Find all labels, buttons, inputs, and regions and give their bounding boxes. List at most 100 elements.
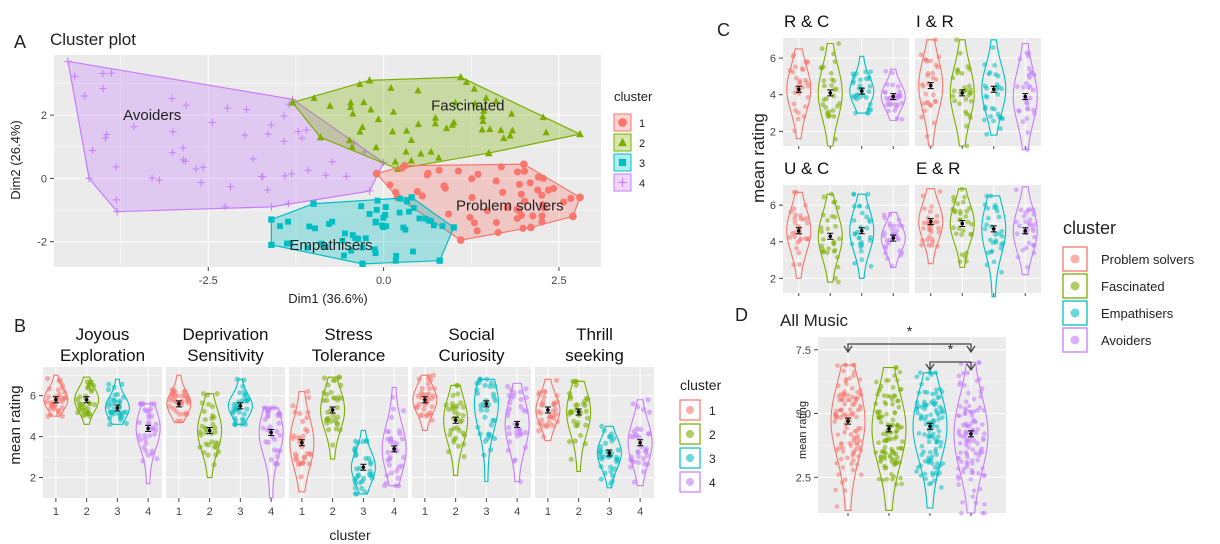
cluster-4-point [328, 158, 336, 166]
data-point [567, 393, 574, 400]
data-point [484, 407, 490, 413]
cluster-2-point [387, 84, 395, 91]
data-point [797, 213, 803, 219]
data-point [936, 434, 941, 439]
cluster-4-point [298, 134, 306, 142]
cluster-2-point [358, 123, 366, 130]
cluster-2-point [542, 128, 550, 136]
data-point [213, 452, 219, 458]
legend-marker [686, 454, 694, 462]
data-point [833, 275, 838, 281]
data-point [837, 236, 842, 242]
data-point [1016, 108, 1022, 114]
legend-label: Problem solvers [1101, 252, 1195, 267]
data-point [274, 453, 280, 460]
legend-marker [618, 118, 627, 127]
data-point [973, 450, 979, 456]
cluster-2-point [374, 115, 382, 123]
data-point [978, 389, 984, 395]
cluster-1-point [560, 198, 568, 206]
data-point [360, 438, 366, 445]
data-point [541, 389, 547, 395]
data-point [505, 447, 511, 453]
data-point [791, 52, 797, 58]
cluster-2-point [500, 134, 508, 142]
data-point [643, 448, 649, 454]
data-point [460, 412, 466, 419]
cluster-3-point [404, 198, 411, 205]
data-point [431, 385, 437, 392]
cluster-1-point [424, 169, 432, 177]
data-point [1031, 211, 1037, 217]
data-point [959, 252, 965, 257]
data-point [859, 210, 865, 216]
panel-a-y-axis-title: Dim2 (26.4%) [8, 120, 23, 199]
data-point [478, 407, 484, 413]
data-point [852, 260, 858, 266]
mean-point [576, 410, 581, 414]
data-point [927, 449, 933, 455]
data-point [332, 377, 338, 383]
data-point [787, 235, 793, 240]
data-point [824, 250, 830, 256]
data-point [891, 223, 897, 229]
data-point [951, 88, 957, 94]
data-point [956, 373, 962, 379]
data-point [969, 461, 975, 466]
data-point [522, 430, 529, 436]
data-point [488, 447, 494, 453]
facet-stress-tolerance: Stress Tolerance 1 2 3 4 [289, 325, 408, 518]
legend-label: 4 [709, 476, 716, 490]
data-point [123, 409, 129, 415]
data-point [962, 254, 968, 260]
data-point [457, 419, 464, 425]
data-point [352, 438, 359, 444]
legend-title: cluster [614, 89, 653, 104]
data-point [553, 377, 560, 383]
data-point [900, 439, 905, 444]
data-point [884, 82, 890, 87]
data-point [977, 486, 983, 492]
data-point [958, 450, 963, 456]
data-point [792, 128, 798, 134]
data-point [206, 401, 212, 407]
data-point [964, 143, 970, 149]
data-point [304, 415, 310, 421]
cluster-2-point [389, 107, 398, 115]
cluster-3-point [312, 225, 318, 232]
data-point [876, 388, 882, 394]
data-point [540, 402, 546, 408]
violin-outline [504, 382, 530, 483]
data-point [969, 470, 975, 476]
cluster-1-point [392, 188, 400, 196]
cluster-2-point [480, 106, 488, 114]
cluster-2-point [471, 99, 479, 107]
data-point [232, 421, 238, 427]
facet-title-line-1: Deprivation [183, 325, 269, 344]
facet-background [915, 38, 1041, 146]
data-point [851, 369, 857, 375]
data-point [819, 46, 825, 52]
cluster-3-point [393, 252, 400, 259]
data-point [1031, 110, 1037, 116]
panel-b-y-axis-title: mean rating [7, 385, 24, 464]
data-point [863, 69, 869, 75]
data-point [982, 202, 988, 208]
data-point [239, 416, 246, 422]
data-point [931, 120, 937, 126]
data-point [859, 240, 865, 245]
cluster-2-point [576, 129, 584, 138]
data-point [892, 108, 898, 114]
cluster-2-point [365, 76, 374, 84]
cluster-3-point [349, 232, 356, 239]
cluster-4-point [99, 69, 107, 78]
facet-title-line-1: Joyous [76, 325, 130, 344]
data-point [867, 102, 873, 107]
data-point [481, 452, 487, 458]
data-point [242, 392, 248, 399]
data-point [179, 398, 185, 405]
cluster-1-point [468, 194, 476, 202]
mean-point [146, 426, 150, 431]
data-point [521, 407, 527, 413]
data-point [933, 446, 939, 452]
